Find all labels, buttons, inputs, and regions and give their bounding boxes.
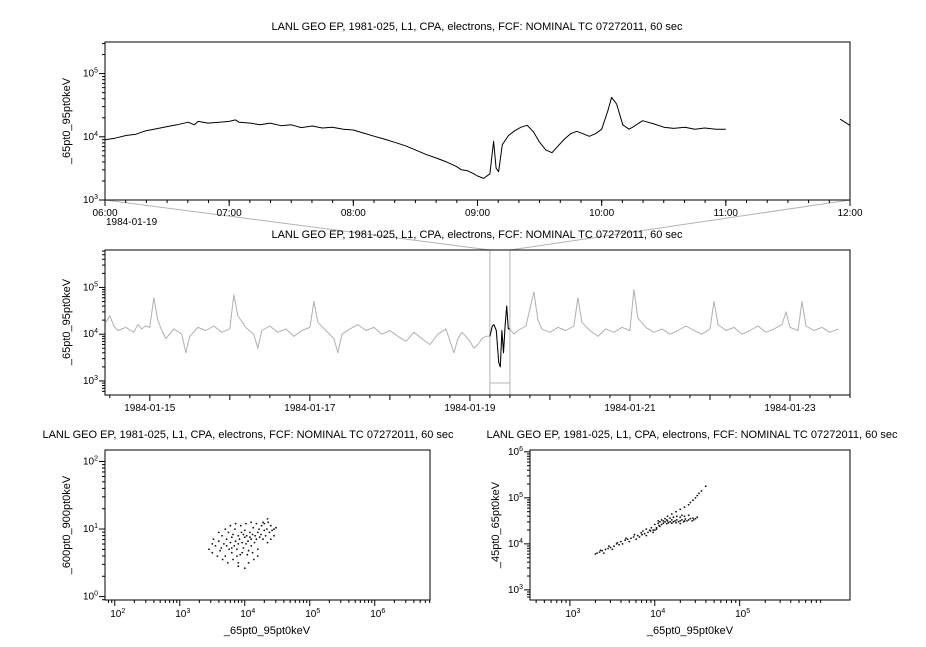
panel4-title: LANL GEO EP, 1981-025, L1, CPA, electron… xyxy=(486,429,898,441)
panel-0: 06:00 07:00 08:00 09:00 10:00 11:00 12:0010310… xyxy=(83,41,863,219)
panel3-y-axis-label: _600pt0_900pt0keV xyxy=(61,475,73,575)
svg-text:104: 104 xyxy=(240,608,255,620)
svg-text:07:00: 07:00 xyxy=(217,208,242,219)
svg-text:1984-01-23: 1984-01-23 xyxy=(764,403,816,414)
y-axis-labels: 103 104 105 106 xyxy=(508,446,523,596)
svg-text:105: 105 xyxy=(508,492,523,504)
panel2-title: LANL GEO EP, 1981-025, L1, CPA, electron… xyxy=(271,229,683,241)
panel3-title: LANL GEO EP, 1981-025, L1, CPA, electron… xyxy=(42,429,454,441)
svg-text:06:00: 06:00 xyxy=(92,208,117,219)
x-axis[interactable] xyxy=(535,600,822,606)
panel4-x-axis-label: _65pt0_95pt0keV xyxy=(646,625,734,637)
plot-area-3[interactable] xyxy=(529,449,851,601)
panel-3: 103 104 105 103 104 105 106 xyxy=(508,446,851,620)
panel4-y-axis-label: _45pt0_65pt0keV xyxy=(490,481,502,569)
svg-text:106: 106 xyxy=(508,446,523,458)
svg-text:102: 102 xyxy=(83,455,98,467)
x-axis[interactable] xyxy=(109,395,851,401)
svg-text:08:00: 08:00 xyxy=(341,208,366,219)
svg-text:105: 105 xyxy=(305,608,320,620)
panel1-context-date: 1984-01-19 xyxy=(106,217,158,228)
svg-text:105: 105 xyxy=(83,68,98,80)
svg-text:09:00: 09:00 xyxy=(465,208,490,219)
svg-text:106: 106 xyxy=(370,608,385,620)
x-axis-labels: 102 103 104 105 106 xyxy=(110,608,385,620)
svg-text:104: 104 xyxy=(83,328,98,340)
series-highlight xyxy=(489,305,510,368)
y-axis[interactable] xyxy=(99,42,105,201)
plot-area-2[interactable] xyxy=(104,449,431,601)
svg-text:104: 104 xyxy=(83,131,98,143)
panel1-title: LANL GEO EP, 1981-025, L1, CPA, electron… xyxy=(271,21,683,33)
y-axis[interactable] xyxy=(99,460,105,601)
panel1-y-axis-label: _65pt0_95pt0keV xyxy=(61,77,73,165)
y-axis[interactable] xyxy=(99,250,105,392)
svg-text:103: 103 xyxy=(83,375,98,387)
svg-text:104: 104 xyxy=(650,608,665,620)
y-axis-labels: 103 104 105 xyxy=(83,68,98,206)
panel3-x-axis-label: _65pt0_95pt0keV xyxy=(223,625,311,637)
svg-text:103: 103 xyxy=(565,608,580,620)
x-axis-labels: 1984-01-15 1984-01-17 1984-01-19 1984-01-21… xyxy=(124,403,816,414)
svg-text:1984-01-17: 1984-01-17 xyxy=(284,403,336,414)
svg-text:103: 103 xyxy=(175,608,190,620)
series-line xyxy=(104,96,851,179)
svg-text:105: 105 xyxy=(735,608,750,620)
x-axis-labels: 103 104 105 xyxy=(565,608,750,620)
x-axis[interactable] xyxy=(104,200,851,206)
panel2-y-axis-label: _65pt0_95pt0keV xyxy=(61,278,73,366)
y-axis-labels: 100 101 102 xyxy=(83,455,98,602)
svg-text:103: 103 xyxy=(508,584,523,596)
scatter-points xyxy=(594,485,707,555)
panel-1: 1984-01-15 1984-01-17 1984-01-19 1984-01-21… xyxy=(83,249,851,414)
plot-area-0[interactable] xyxy=(104,41,851,201)
y-axis-labels: 103 104 105 xyxy=(83,281,98,387)
svg-text:1984-01-15: 1984-01-15 xyxy=(124,403,176,414)
x-axis-labels: 06:00 07:00 08:00 09:00 10:00 11:00 12:00 xyxy=(92,208,862,219)
svg-text:1984-01-19: 1984-01-19 xyxy=(444,403,496,414)
panel-2: 102 103 104 105 106 100 101 102 xyxy=(83,449,431,620)
svg-text:100: 100 xyxy=(83,591,98,603)
svg-text:12:00: 12:00 xyxy=(837,208,862,219)
svg-text:101: 101 xyxy=(83,523,98,535)
svg-text:10:00: 10:00 xyxy=(589,208,614,219)
svg-text:103: 103 xyxy=(83,194,98,206)
svg-text:102: 102 xyxy=(110,608,125,620)
svg-text:1984-01-21: 1984-01-21 xyxy=(604,403,656,414)
x-axis[interactable] xyxy=(107,600,431,606)
plot-area-1[interactable] xyxy=(104,249,851,396)
series-line xyxy=(105,289,839,368)
y-axis[interactable] xyxy=(524,451,530,598)
svg-text:11:00: 11:00 xyxy=(714,208,739,219)
svg-text:105: 105 xyxy=(83,281,98,293)
svg-text:104: 104 xyxy=(508,538,523,550)
scatter-points xyxy=(208,518,277,570)
